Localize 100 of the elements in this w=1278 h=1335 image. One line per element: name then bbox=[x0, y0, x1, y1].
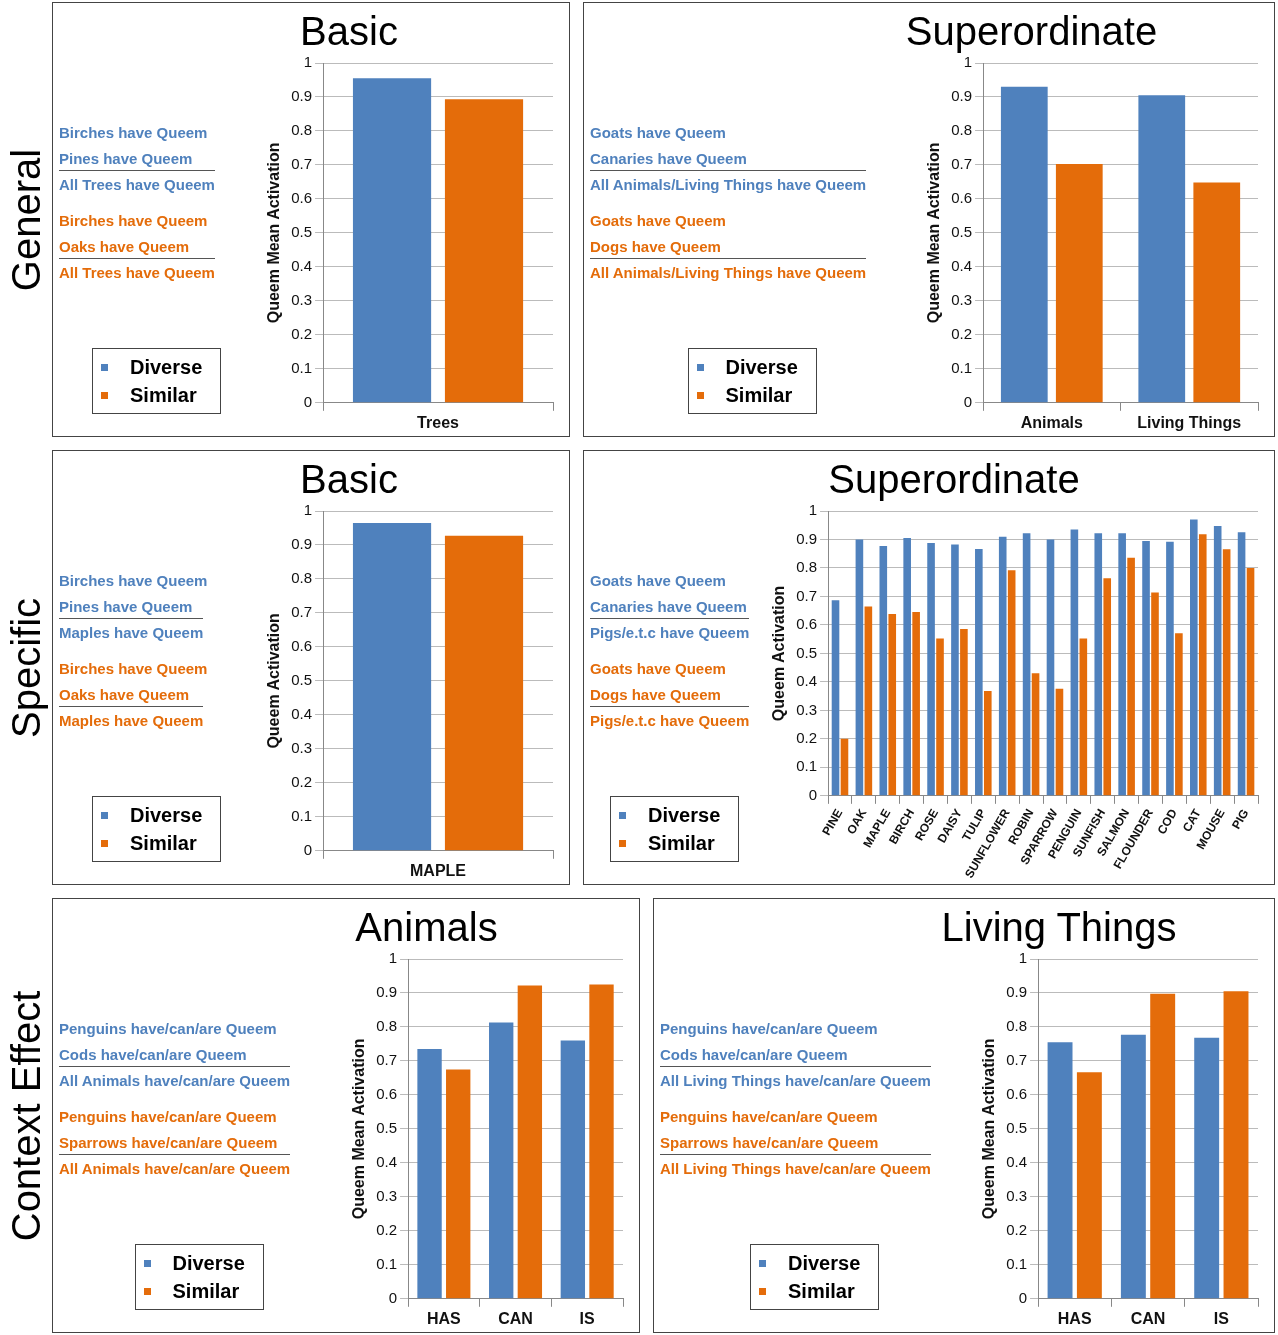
bar bbox=[517, 985, 543, 1299]
bar bbox=[903, 538, 911, 796]
text: Birches have Queem bbox=[59, 571, 208, 591]
y-tick-label: 0.2 bbox=[1006, 1220, 1028, 1238]
y-tick-label: 0.5 bbox=[291, 671, 313, 689]
y-tick-label: 1 bbox=[303, 53, 313, 71]
text: Goats have Queem bbox=[590, 123, 726, 143]
chart-title: Basic bbox=[299, 8, 399, 55]
y-tick-label: 0.1 bbox=[951, 358, 973, 376]
chart-title: Superordinate bbox=[904, 8, 1159, 55]
legend-label: Diverse bbox=[130, 803, 203, 828]
y-tick-label: 0.1 bbox=[796, 757, 818, 775]
text: Birches have Queem bbox=[59, 659, 208, 679]
y-tick-label: 0.1 bbox=[376, 1254, 398, 1272]
x-tick-label: HAS bbox=[1057, 1309, 1092, 1327]
text: All Trees have Queem bbox=[59, 170, 215, 196]
y-tick-label: 0 bbox=[808, 785, 818, 803]
y-tick-label: 0.6 bbox=[951, 189, 973, 207]
bar bbox=[840, 738, 849, 796]
x-tick-label: Living Things bbox=[1137, 413, 1242, 431]
bar bbox=[1046, 539, 1055, 796]
y-tick-label: 0.4 bbox=[376, 1153, 398, 1171]
y-tick-label: 0.6 bbox=[376, 1085, 398, 1103]
y-tick-label: 0.7 bbox=[951, 155, 973, 173]
bar bbox=[864, 606, 873, 796]
text: All Living Things have/can/are Queem bbox=[660, 1154, 931, 1180]
y-tick-label: 0.9 bbox=[1006, 983, 1028, 1001]
y-tick-label: 0.3 bbox=[291, 739, 313, 756]
text: Penguins have/can/are Queem bbox=[660, 1107, 878, 1127]
y-tick-label: 0.7 bbox=[291, 155, 313, 173]
y-tick-label: 1 bbox=[388, 949, 398, 967]
y-axis-title: Queem Activation bbox=[265, 613, 283, 749]
x-tick-label: CAN bbox=[1130, 1309, 1166, 1327]
y-tick-label: 0.2 bbox=[951, 324, 973, 342]
text: Canaries have Queem bbox=[590, 597, 747, 617]
legend-label: Diverse bbox=[172, 1251, 245, 1276]
legend-label: Similar bbox=[172, 1279, 240, 1304]
x-tick-label: Animals bbox=[1020, 413, 1084, 431]
chart-title: Superordinate bbox=[827, 456, 1081, 503]
y-tick-label: 0.4 bbox=[796, 672, 818, 690]
bar bbox=[855, 539, 864, 796]
bar bbox=[1079, 638, 1088, 796]
y-tick-label: 1 bbox=[1018, 949, 1028, 967]
text: Dogs have Queem bbox=[590, 685, 721, 705]
text: Penguins have/can/are Queem bbox=[660, 1019, 878, 1039]
text: Context Effect bbox=[3, 990, 49, 1241]
chart-title: Animals bbox=[354, 904, 499, 951]
text: Goats have Queem bbox=[590, 211, 726, 231]
chart-title: Living Things bbox=[940, 904, 1178, 951]
y-tick-label: 0.6 bbox=[291, 637, 313, 655]
y-tick-label: 1 bbox=[808, 501, 818, 519]
y-tick-label: 1 bbox=[303, 501, 313, 519]
bar bbox=[1000, 86, 1048, 403]
y-tick-label: 0.6 bbox=[1006, 1085, 1028, 1103]
x-tick-label: IS bbox=[579, 1309, 596, 1327]
bar bbox=[1103, 578, 1112, 796]
y-tick-label: 0.5 bbox=[796, 643, 818, 661]
bar bbox=[879, 546, 888, 796]
bar bbox=[1194, 1037, 1220, 1299]
x-tick-label: CAN bbox=[498, 1309, 533, 1327]
y-tick-label: 0.2 bbox=[291, 772, 313, 790]
y-tick-label: 0.5 bbox=[376, 1119, 398, 1137]
y-tick-label: 0.8 bbox=[291, 121, 313, 139]
bar bbox=[1213, 526, 1222, 796]
x-tick-label: Trees bbox=[417, 413, 460, 431]
bar bbox=[1198, 534, 1207, 796]
y-tick-label: 0.3 bbox=[376, 1187, 398, 1204]
bar bbox=[446, 1069, 471, 1299]
text: All Animals have/can/are Queem bbox=[59, 1154, 291, 1180]
y-tick-label: 0.3 bbox=[796, 700, 818, 718]
y-tick-label: 0.2 bbox=[796, 729, 818, 747]
bar bbox=[1055, 688, 1064, 796]
text: Pigs/e.t.c have Queem bbox=[590, 618, 750, 644]
bar bbox=[1118, 533, 1126, 796]
text: Sparrows have/can/are Queem bbox=[660, 1133, 879, 1153]
text: Goats have Queem bbox=[590, 659, 726, 679]
bar bbox=[998, 536, 1007, 796]
y-axis-title: Queem Mean Activation bbox=[925, 142, 943, 324]
bar bbox=[1222, 549, 1231, 796]
text: All Trees have Queem bbox=[59, 258, 215, 284]
text: Sparrows have/can/are Queem bbox=[59, 1133, 278, 1153]
legend-label: Similar bbox=[130, 831, 197, 856]
bar bbox=[927, 542, 935, 796]
y-tick-label: 0.3 bbox=[1006, 1187, 1028, 1204]
y-tick-label: 0.3 bbox=[951, 291, 973, 308]
bar bbox=[1151, 592, 1159, 796]
legend-label: Diverse bbox=[725, 355, 798, 380]
text: Cods have/can/are Queem bbox=[660, 1045, 848, 1065]
bar bbox=[1127, 557, 1135, 796]
legend-label: Similar bbox=[725, 383, 793, 408]
bar bbox=[1246, 567, 1255, 796]
bar bbox=[1031, 673, 1040, 796]
y-tick-label: 0.2 bbox=[291, 324, 313, 342]
y-tick-label: 0.7 bbox=[291, 603, 313, 621]
y-tick-label: 0.4 bbox=[1006, 1153, 1028, 1171]
y-tick-label: 0 bbox=[963, 392, 973, 410]
y-tick-label: 0.6 bbox=[291, 189, 313, 207]
bar bbox=[589, 984, 614, 1299]
bar bbox=[417, 1049, 442, 1299]
bar bbox=[1094, 533, 1103, 796]
